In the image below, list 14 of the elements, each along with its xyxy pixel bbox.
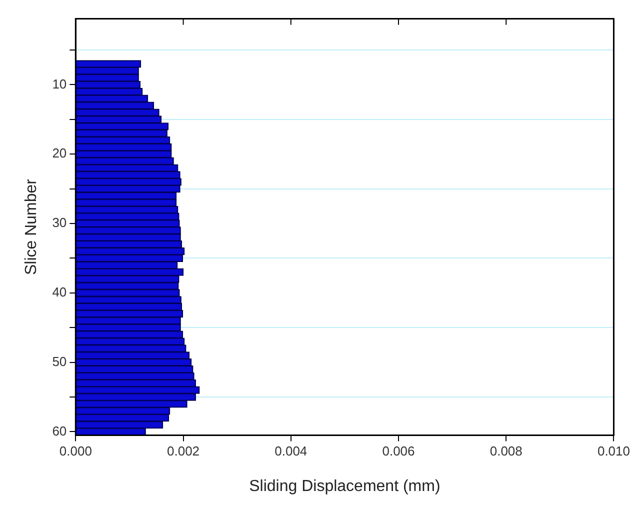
y-tick-label: 40 xyxy=(52,284,67,300)
x-tick-label: 0.000 xyxy=(59,444,92,459)
y-tick-label: 60 xyxy=(52,423,67,438)
x-axis-title: Sliding Displacement (mm) xyxy=(249,478,440,495)
y-tick-label: 30 xyxy=(52,215,67,230)
x-tick-label: 0.008 xyxy=(490,444,522,459)
x-tick-label: 0.006 xyxy=(382,444,415,459)
y-axis-title: Slice Number xyxy=(23,178,40,276)
x-tick-label: 0.002 xyxy=(167,444,200,459)
y-tick-label: 50 xyxy=(52,354,67,369)
x-tick-label: 0.010 xyxy=(597,444,630,459)
x-tick-label: 0.004 xyxy=(274,444,308,459)
y-tick-label: 20 xyxy=(52,146,67,161)
y-tick-label: 10 xyxy=(52,76,67,92)
